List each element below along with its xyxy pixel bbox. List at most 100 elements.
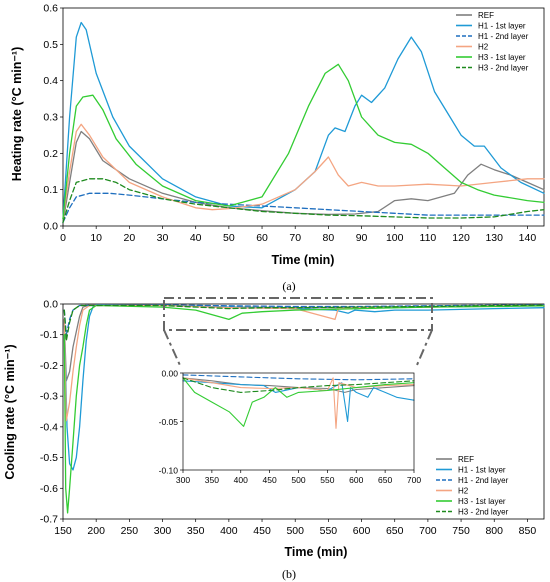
x-tick-label: 500 [286,525,304,537]
series-line-ref [182,377,415,393]
x-tick-label: 20 [124,232,136,244]
y-tick-label: 0.0 [43,221,58,233]
x-tick-label: 300 [176,475,190,485]
inset-y-ticks: 0.00 -0.05 -0.10 [159,369,183,476]
legend-entry: H3 - 2nd layer [458,508,509,517]
y-tick-label: 0.2 [43,148,58,160]
x-tick-label: 80 [323,232,335,244]
heating-x-axis-label: Time (min) [272,253,335,267]
series-line-h1-1st-layer [62,21,545,220]
series-line-h1-1st-layer [182,380,415,423]
x-tick-label: 50 [223,232,235,244]
x-tick-label: 100 [386,232,404,244]
y-tick-label: -0.05 [159,417,179,427]
x-tick-label: 90 [356,232,368,244]
series-line-h1-2nd-layer [63,304,545,336]
y-tick-label: 0.3 [43,112,58,124]
x-tick-label: 650 [378,475,392,485]
x-tick-label: 140 [519,232,537,244]
legend-entry: H3 - 2nd layer [478,64,529,73]
cooling-y-ticks: 0.0 -0.1 -0.2 -0.3 -0.4 -0.5 -0.6 -0.7 [40,299,63,526]
x-tick-label: 850 [519,525,537,537]
x-tick-label: 550 [320,475,334,485]
x-tick-label: 120 [452,232,470,244]
x-tick-label: 600 [349,475,363,485]
x-tick-label: 300 [154,525,172,537]
legend-entry: H2 [458,487,469,496]
heating-rate-chart: 0 10 20 30 40 50 60 70 80 90 100 110 120 130 140 0.00.… [10,3,545,293]
x-tick-label: 400 [234,475,248,485]
series-line-h3-2nd-layer [182,377,415,393]
y-tick-label: -0.10 [159,466,179,476]
legend-entry: REF [478,11,494,20]
y-tick-label: -0.5 [40,452,58,464]
x-tick-label: 400 [220,525,238,537]
legend-entry: H1 - 1st layer [458,466,506,475]
x-tick-label: 250 [121,525,139,537]
x-tick-label: 150 [54,525,72,537]
legend-entry: H3 - 1st layer [458,497,506,506]
panel-a-label: (a) [282,279,295,293]
series-line-h3-1st-layer [182,377,415,427]
legend-entry: H3 - 1st layer [478,53,526,62]
x-tick-label: 60 [256,232,268,244]
cooling-rate-chart: 150 200 250 300 350 400 450 500 550 600 650 700 750 8… [3,297,545,581]
x-tick-label: 700 [407,475,421,485]
legend-entry: H2 [478,43,489,52]
series-line-h1-2nd-layer [62,192,545,224]
x-tick-label: 700 [419,525,437,537]
y-tick-label: 0.1 [43,184,58,196]
x-tick-label: 450 [253,525,271,537]
x-tick-label: 0 [60,232,66,244]
x-tick-label: 350 [187,525,205,537]
heating-y-ticks: 0.0 0.1 0.2 0.3 0.4 0.5 0.6 [43,3,63,233]
cooling-x-ticks: 150 200 250 300 350 400 450 500 550 600 650 700 750 8… [54,519,536,537]
y-tick-label: 0.0 [43,299,58,311]
legend-entry: H1 - 2nd layer [458,476,509,485]
y-tick-label: -0.4 [40,421,58,433]
panel-b-label: (b) [282,567,296,581]
heating-series-lines [62,21,545,224]
y-tick-label: -0.6 [40,483,58,495]
x-tick-label: 40 [190,232,202,244]
cooling-plot-area [62,303,545,520]
series-line-h3-2nd-layer [63,304,545,342]
zoom-region-box [163,297,433,331]
series-line-h3-1st-layer [62,63,545,220]
x-tick-label: 750 [452,525,470,537]
x-tick-label: 600 [353,525,371,537]
series-line-ref [62,130,545,224]
zoom-inset: 300 350 400 450 500 550 600 650 700 0.00 -0.05 -0.… [159,366,421,488]
x-tick-label: 10 [90,232,102,244]
series-line-h3-1st-layer [63,304,545,514]
y-tick-label: 0.00 [161,369,178,379]
y-tick-label: 0.5 [43,39,58,51]
inset-x-ticks: 300 350 400 450 500 550 600 650 700 [176,470,421,485]
x-tick-label: 650 [386,525,404,537]
legend-entry: H1 - 1st layer [478,22,526,31]
y-tick-label: 0.4 [43,75,58,87]
series-line-h3-2nd-layer [62,178,545,224]
x-tick-label: 110 [420,232,437,244]
heating-x-ticks: 0 10 20 30 40 50 60 70 80 90 100 110 120 130 140 [60,226,536,244]
y-tick-label: -0.1 [40,329,58,341]
y-tick-label: -0.7 [40,514,58,526]
y-tick-label: -0.2 [40,360,58,372]
zoom-connector-right [413,329,433,373]
y-tick-label: -0.3 [40,391,58,403]
x-tick-label: 70 [289,232,301,244]
zoom-connector-left [163,329,184,373]
x-tick-label: 350 [205,475,219,485]
cooling-y-axis-label: Cooling rate (°C min⁻¹) [3,344,17,479]
inset-series-lines [182,374,415,429]
cooling-x-axis-label: Time (min) [285,545,348,559]
legend-entry: REF [458,455,474,464]
y-tick-label: 0.6 [43,3,58,15]
x-tick-label: 450 [263,475,277,485]
heating-y-axis-label: Heating rate (°C min⁻¹) [10,47,24,182]
x-tick-label: 30 [157,232,169,244]
x-tick-label: 550 [320,525,338,537]
